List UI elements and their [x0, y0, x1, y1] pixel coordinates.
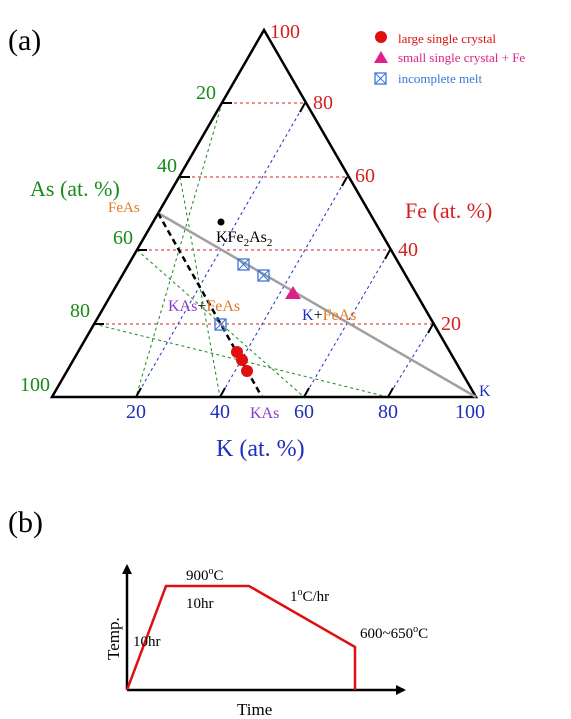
k-tick-60: 60	[294, 401, 314, 423]
kas-feas-region-label: KAs+FeAs	[168, 298, 240, 315]
legend-label-small-crystal: small single crystal + Fe	[398, 50, 525, 65]
k-axis-title: K (at. %)	[216, 436, 305, 462]
tie-line-feas-k	[157, 211, 477, 399]
marker-incomplete-melt-2	[257, 269, 270, 282]
legend-boxed-x-marker	[374, 72, 387, 85]
legend-label-incomplete-melt: incomplete melt	[398, 71, 483, 86]
k-tick-40: 40	[210, 401, 230, 423]
temperature-profile	[125, 584, 357, 691]
legend-circle-marker	[375, 31, 387, 43]
panel-b-label: (b)	[8, 506, 43, 539]
hold-temperature-label: 900oC	[186, 566, 224, 584]
legend-label-large-crystal: large single crystal	[398, 31, 496, 46]
marker-large-crystal-2	[236, 354, 248, 366]
panel-a: (a)	[8, 21, 525, 462]
k-tick-100: 100	[455, 401, 485, 423]
ramp-duration-label: 10hr	[133, 634, 161, 650]
fe-tick-60: 60	[355, 165, 375, 187]
cooling-rate-label: 1oC/hr	[290, 587, 329, 605]
k-tick-80: 80	[378, 401, 398, 423]
as-tick-20: 20	[196, 82, 216, 104]
as-tick-60: 60	[113, 227, 133, 249]
as-tick-100: 100	[20, 374, 50, 396]
tie-line-feas-kas	[156, 212, 264, 398]
k-feas-region-label: K+FeAs	[302, 307, 356, 324]
marker-small-crystal	[285, 286, 301, 299]
end-temperature-label: 600~650oC	[360, 624, 428, 642]
kfe2as2-label: KFe2As2	[216, 229, 272, 249]
kfe2as2-point	[217, 218, 225, 226]
panel-a-label: (a)	[8, 24, 41, 57]
marker-incomplete-melt-1	[237, 258, 250, 271]
fe-axis-title: Fe (at. %)	[405, 198, 492, 223]
y-axis-label: Temp.	[104, 617, 123, 660]
k-apex-label: K	[479, 383, 491, 400]
legend-triangle-marker	[374, 51, 388, 63]
marker-incomplete-melt-3	[214, 318, 227, 331]
as-tick-80: 80	[70, 300, 90, 322]
fe-tick-20: 20	[441, 313, 461, 335]
marker-large-crystal-3	[241, 365, 253, 377]
hold-duration-label: 10hr	[186, 596, 214, 612]
apex-top-label: 100	[270, 21, 300, 43]
as-tick-40: 40	[157, 155, 177, 177]
kas-label: KAs	[250, 405, 279, 422]
as-axis-title: As (at. %)	[30, 176, 120, 201]
fe-tick-80: 80	[313, 92, 333, 114]
feas-label: FeAs	[108, 200, 140, 216]
panel-b: (b) Temp. Time 10hr 900oC 10hr 1oC/hr 60…	[8, 506, 428, 719]
legend: large single crystal small single crysta…	[374, 31, 525, 86]
k-tick-20: 20	[126, 401, 146, 423]
x-axis-label: Time	[237, 700, 272, 719]
grid-lines-fe	[94, 102, 433, 325]
tick-marks	[94, 102, 434, 398]
fe-tick-40: 40	[398, 239, 418, 261]
